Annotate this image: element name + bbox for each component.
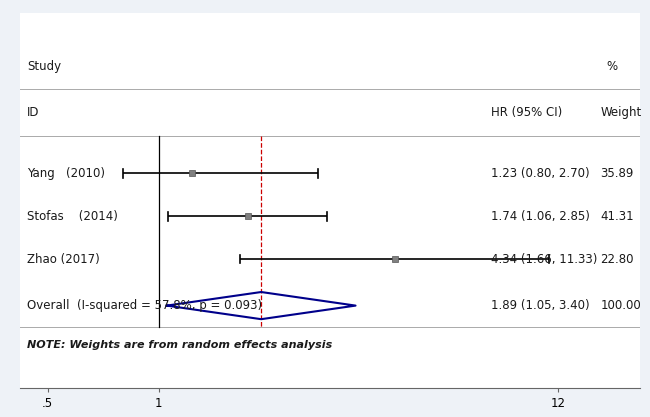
Text: Study: Study [27, 60, 61, 73]
Text: Overall  (I-squared = 57.8%, p = 0.093): Overall (I-squared = 57.8%, p = 0.093) [27, 299, 262, 312]
Text: 1.74 (1.06, 2.85): 1.74 (1.06, 2.85) [491, 210, 590, 223]
Text: 41.31: 41.31 [601, 210, 634, 223]
Text: NOTE: Weights are from random effects analysis: NOTE: Weights are from random effects an… [27, 340, 332, 350]
Text: HR (95% CI): HR (95% CI) [491, 106, 562, 119]
Text: Zhao (2017): Zhao (2017) [27, 253, 99, 266]
Text: 4.34 (1.66, 11.33): 4.34 (1.66, 11.33) [491, 253, 597, 266]
Text: 1.89 (1.05, 3.40): 1.89 (1.05, 3.40) [491, 299, 590, 312]
Text: 100.00: 100.00 [601, 299, 642, 312]
Text: Stofas    (2014): Stofas (2014) [27, 210, 118, 223]
Text: 22.80: 22.80 [601, 253, 634, 266]
Text: %: % [606, 60, 618, 73]
Text: ID: ID [27, 106, 40, 119]
Text: 1.23 (0.80, 2.70): 1.23 (0.80, 2.70) [491, 167, 590, 180]
Text: Yang   (2010): Yang (2010) [27, 167, 105, 180]
Text: Weight: Weight [601, 106, 642, 119]
Text: 35.89: 35.89 [601, 167, 634, 180]
